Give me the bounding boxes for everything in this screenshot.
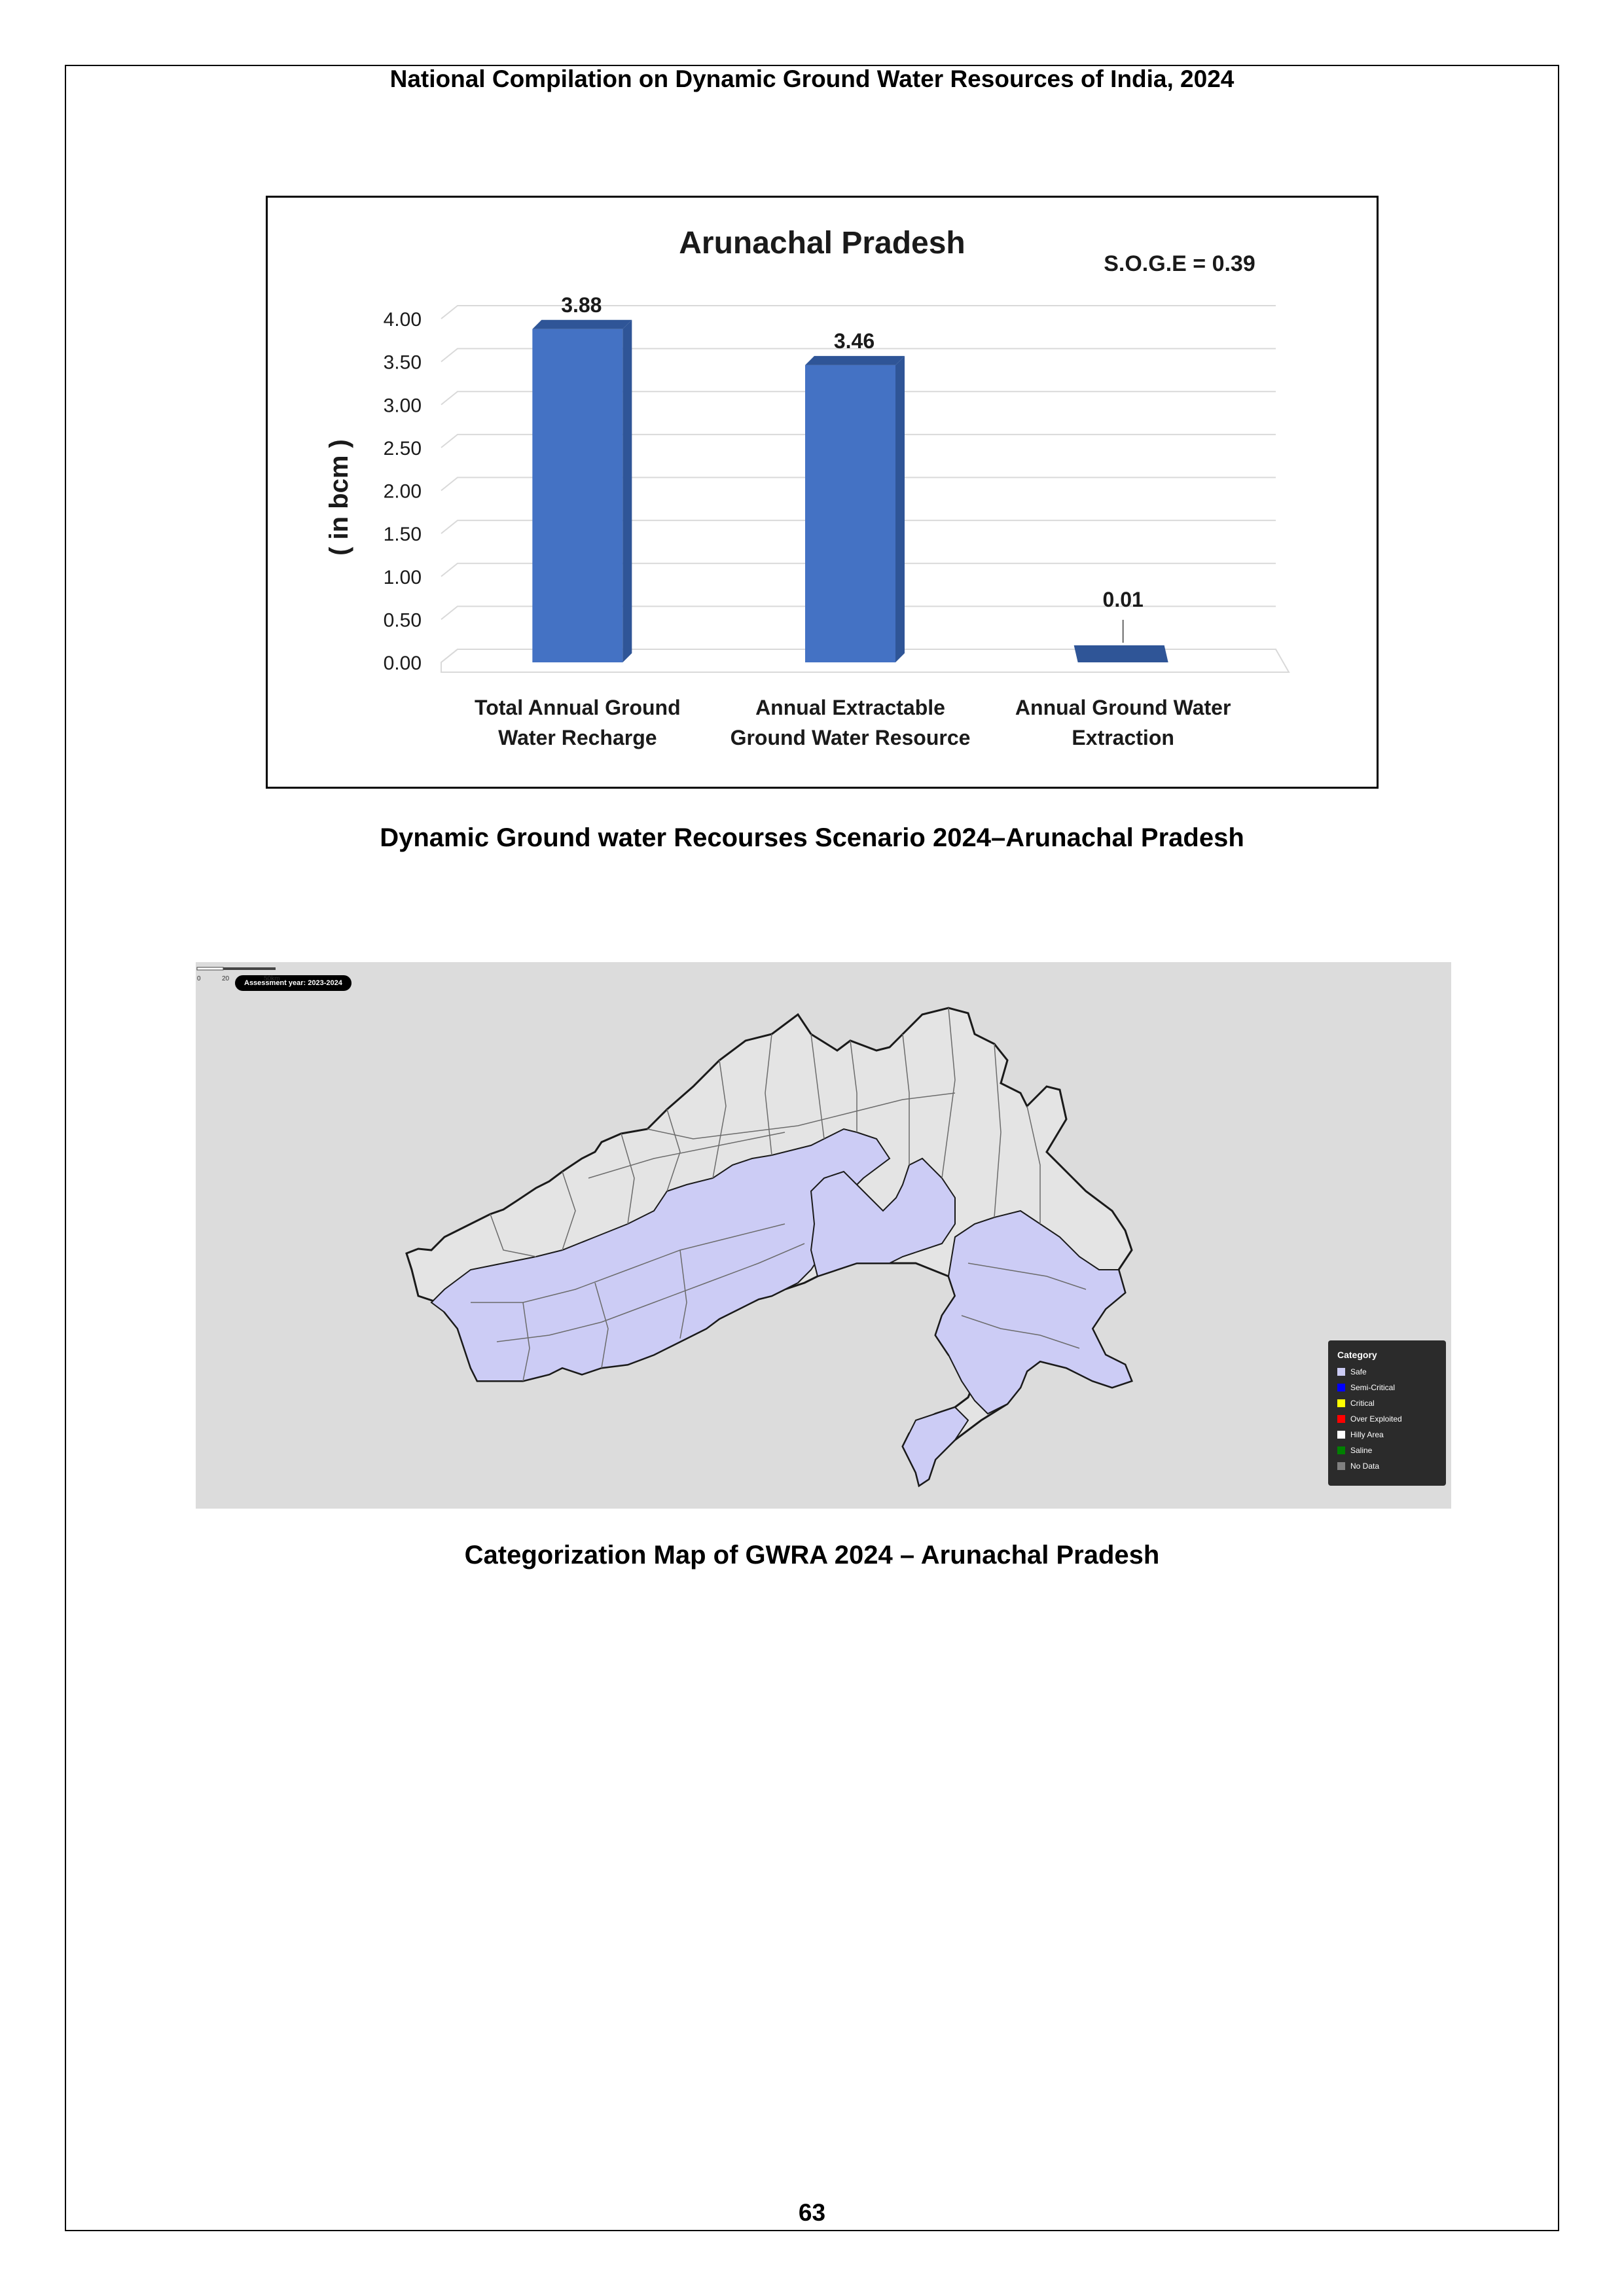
legend-swatch xyxy=(1337,1431,1345,1439)
legend-item-over-exploited: Over Exploited xyxy=(1337,1411,1437,1427)
chart-canvas: Arunachal Pradesh S.O.G.E = 0.39 ( in bcm … xyxy=(325,226,1290,749)
legend-label: Semi-Critical xyxy=(1350,1383,1396,1392)
legend-item-safe: Safe xyxy=(1337,1364,1437,1380)
legend-swatch xyxy=(1337,1446,1345,1454)
y-tick-label: 2.50 xyxy=(384,438,422,459)
x-tick-label: Annual Ground Water xyxy=(1015,696,1231,719)
scale-tick: 0 xyxy=(197,975,201,982)
legend-label: Over Exploited xyxy=(1350,1414,1402,1424)
legend-swatch xyxy=(1337,1415,1345,1423)
gridline xyxy=(441,348,1276,363)
data-label: 3.46 xyxy=(834,329,875,353)
chart-floor xyxy=(441,649,1290,673)
page-border xyxy=(65,65,1559,2231)
bar-top-face xyxy=(805,355,905,365)
bar-side-face xyxy=(895,355,905,662)
y-tick-label: 0.00 xyxy=(384,653,422,674)
legend-label: Hilly Area xyxy=(1350,1430,1384,1439)
gridline xyxy=(441,476,1276,492)
safe-zone-central xyxy=(810,1157,956,1278)
y-tick-label: 2.00 xyxy=(384,481,422,503)
legend-label: Critical xyxy=(1350,1399,1375,1408)
scale-tick: 50km xyxy=(264,975,280,982)
x-tick-label: Total Annual Ground xyxy=(475,696,681,719)
legend-swatch xyxy=(1337,1384,1345,1391)
legend-label: Safe xyxy=(1350,1367,1367,1376)
gridline xyxy=(441,605,1276,620)
y-tick-label: 4.00 xyxy=(384,309,422,331)
legend-item-saline: Saline xyxy=(1337,1443,1437,1458)
chart-caption: Dynamic Ground water Recourses Scenario … xyxy=(380,823,1244,852)
categorization-map: Assessment year: 2023-2024 0 20 50km Cat… xyxy=(196,962,1451,1509)
district-boundaries xyxy=(471,1007,1087,1382)
legend-item-hilly-area: Hilly Area xyxy=(1337,1427,1437,1443)
y-tick-label: 0.50 xyxy=(384,609,422,631)
bar xyxy=(805,365,895,662)
y-tick-label: 3.50 xyxy=(384,352,422,374)
legend-swatch xyxy=(1337,1368,1345,1376)
x-tick-label: Water Recharge xyxy=(498,726,657,749)
x-tick-label: Ground Water Resource xyxy=(731,726,971,749)
scale-bar: 0 20 50km xyxy=(196,967,280,982)
bar-side-face xyxy=(623,319,632,662)
map-legend: Category Safe Semi-Critical Critical Ove… xyxy=(1328,1340,1446,1486)
gridline xyxy=(441,433,1276,448)
scale-tick: 20 xyxy=(222,975,230,982)
map-caption: Categorization Map of GWRA 2024 – Arunac… xyxy=(464,1541,1160,1570)
y-tick-label: 1.00 xyxy=(384,567,422,588)
chart-title: Arunachal Pradesh xyxy=(679,226,965,260)
legend-title: Category xyxy=(1337,1350,1377,1360)
safe-zone-south xyxy=(901,1406,969,1487)
legend-item-semi-critical: Semi-Critical xyxy=(1337,1380,1437,1395)
y-axis-label: ( in bcm ) xyxy=(325,439,353,556)
gridline xyxy=(441,391,1276,406)
y-tick-label: 3.00 xyxy=(384,395,422,416)
x-tick-label: Annual Extractable xyxy=(755,696,945,719)
x-tick-label: Extraction xyxy=(1072,726,1174,749)
data-label: 3.88 xyxy=(561,293,602,317)
data-label: 0.01 xyxy=(1103,588,1144,611)
bar xyxy=(1074,645,1168,662)
legend-item-critical: Critical xyxy=(1337,1395,1437,1411)
gridline xyxy=(441,305,1276,319)
safe-zone-east xyxy=(934,1210,1133,1415)
soge-annotation: S.O.G.E = 0.39 xyxy=(1104,251,1255,276)
legend-swatch xyxy=(1337,1399,1345,1407)
legend-label: Saline xyxy=(1350,1446,1373,1455)
assessment-year-badge: Assessment year: 2023-2024 xyxy=(235,975,352,991)
legend-swatch xyxy=(1337,1462,1345,1470)
legend-label: No Data xyxy=(1350,1462,1380,1471)
page-number: 63 xyxy=(798,2199,826,2226)
gridline xyxy=(441,562,1276,577)
bar xyxy=(532,329,623,662)
legend-item-no-data: No Data xyxy=(1337,1458,1437,1474)
bar-top-face xyxy=(532,319,632,329)
bar-chart: Arunachal Pradesh S.O.G.E = 0.39 ( in bcm … xyxy=(266,196,1379,789)
y-tick-label: 1.50 xyxy=(384,524,422,545)
gridline xyxy=(441,520,1276,534)
running-header: National Compilation on Dynamic Ground W… xyxy=(389,65,1235,92)
map-canvas xyxy=(405,1007,1133,1488)
